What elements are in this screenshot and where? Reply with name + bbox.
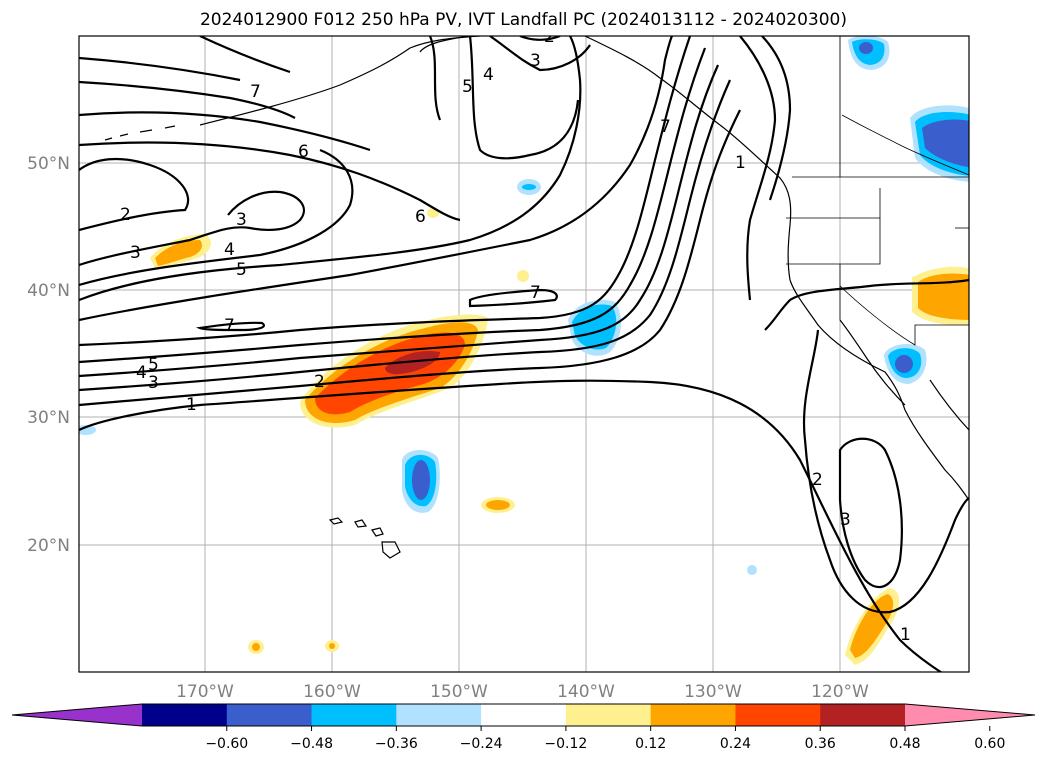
lon-tick-label: 150°W bbox=[430, 682, 488, 702]
gridlines bbox=[79, 36, 969, 672]
colorbar-tick-label: 0.24 bbox=[720, 736, 751, 752]
contour-label: 7 bbox=[660, 117, 671, 137]
contour-label: 4 bbox=[483, 65, 494, 85]
contour-label: 7 bbox=[224, 316, 235, 336]
map-background bbox=[79, 36, 969, 672]
contour-label: 3 bbox=[530, 51, 541, 71]
coastlines bbox=[104, 36, 969, 559]
colorbar-swatch bbox=[820, 704, 906, 726]
colorbar-swatch bbox=[650, 704, 736, 726]
contour-label: 1 bbox=[900, 625, 911, 645]
contour-label: 4 bbox=[136, 363, 147, 383]
lat-tick-label: 40°N bbox=[27, 281, 70, 301]
lon-tick-label: 130°W bbox=[684, 682, 742, 702]
colorbar-swatch bbox=[142, 704, 228, 726]
contour-labels: 7 6 6 2 3 3 4 5 7 7 5 4 3 2 1 3 2 5 4 7 bbox=[120, 27, 911, 645]
contour-label: 2 bbox=[812, 470, 823, 490]
colorbar-extend-low bbox=[12, 704, 142, 726]
lat-tick-label: 30°N bbox=[27, 408, 70, 428]
lon-tick-label: 170°W bbox=[176, 682, 234, 702]
colorbar-tick-label: 0.36 bbox=[805, 736, 836, 752]
colorbar-tick-label: −0.60 bbox=[205, 736, 248, 752]
contour-label: 2 bbox=[544, 27, 555, 47]
contour-label: 6 bbox=[298, 142, 309, 162]
contour-label: 5 bbox=[148, 355, 159, 375]
contour-label: 5 bbox=[462, 77, 473, 97]
colorbar-tick-label: 0.48 bbox=[889, 736, 920, 752]
contour-label: 7 bbox=[530, 283, 541, 303]
lon-tick-label: 160°W bbox=[303, 682, 361, 702]
colorbar-tick-label: −0.24 bbox=[460, 736, 503, 752]
contour-label: 1 bbox=[735, 153, 746, 173]
colorbar-swatch bbox=[396, 704, 482, 726]
contour-label: 3 bbox=[840, 510, 851, 530]
lat-tick-labels: 50°N 40°N 30°N 20°N bbox=[27, 154, 70, 556]
lon-tick-label: 140°W bbox=[557, 682, 615, 702]
map-frame bbox=[78, 35, 970, 673]
colorbar-swatch bbox=[226, 704, 313, 726]
contour-label: 3 bbox=[148, 373, 159, 393]
colorbar-swatch bbox=[481, 704, 567, 726]
colorbar-swatch bbox=[735, 704, 821, 726]
contour-label: 1 bbox=[186, 395, 197, 415]
map-title: 2024012900 F012 250 hPa PV, IVT Landfall… bbox=[199, 10, 847, 30]
lon-tick-label: 120°W bbox=[811, 682, 869, 702]
colorbar-tick-label: 0.60 bbox=[974, 736, 1005, 752]
lat-tick-label: 50°N bbox=[27, 154, 70, 174]
contour-label: 5 bbox=[236, 260, 247, 280]
contour-label: 4 bbox=[224, 240, 235, 260]
colorbar-tick-label: −0.12 bbox=[544, 736, 587, 752]
contour-label: 6 bbox=[415, 207, 426, 227]
colorbar-tick-label: 0.12 bbox=[635, 736, 666, 752]
colorbar-swatch bbox=[565, 704, 652, 726]
contour-label: 2 bbox=[314, 372, 325, 392]
contours bbox=[79, 36, 969, 672]
colorbar-outline bbox=[11, 703, 1036, 727]
lon-tick-labels: 170°W 160°W 150°W 140°W 130°W 120°W bbox=[176, 682, 869, 702]
colorbar-extend-high bbox=[905, 704, 1035, 726]
contour-label: 7 bbox=[250, 82, 261, 102]
colorbar-tick-label: −0.36 bbox=[375, 736, 418, 752]
contour-label: 3 bbox=[236, 210, 247, 230]
colorbar-tick-label: −0.48 bbox=[290, 736, 333, 752]
colorbar-swatch bbox=[311, 704, 397, 726]
lat-tick-label: 20°N bbox=[27, 536, 70, 556]
contour-label: 3 bbox=[130, 243, 141, 263]
contour-label: 2 bbox=[120, 205, 131, 225]
colorbar: −0.60 −0.48 −0.36 −0.24 −0.12 0.12 0.24 0.36 0.4… bbox=[11, 703, 1036, 752]
